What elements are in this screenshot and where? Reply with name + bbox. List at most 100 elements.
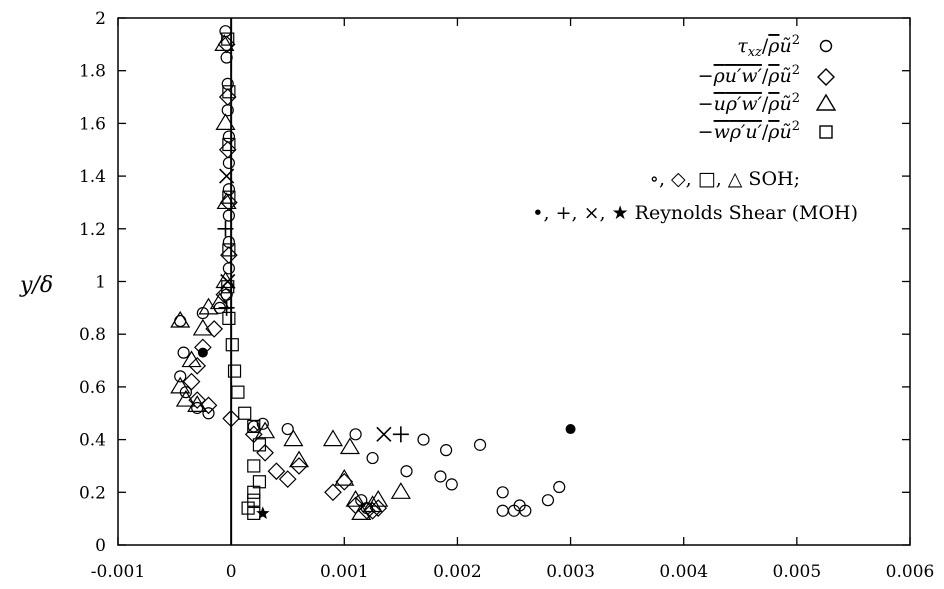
- data-point-circle: [177, 346, 190, 359]
- data-point-circle: [202, 407, 215, 420]
- data-point-diamond: [267, 462, 286, 481]
- data-point-diamond: [220, 193, 238, 212]
- data-point-circle: [519, 504, 532, 517]
- y-tick-label: 0.8: [79, 325, 106, 345]
- data-point-circle: [445, 478, 458, 491]
- data-point-diamond: [188, 356, 207, 375]
- data-point-circle: [400, 465, 413, 478]
- x-tick-label: 0.004: [659, 562, 708, 582]
- data-point-circle: [496, 504, 509, 517]
- data-point-circle: [281, 422, 294, 436]
- data-point-diamond: [363, 501, 382, 520]
- x-tick-label: 0.003: [546, 562, 595, 582]
- data-point-dot: [197, 347, 208, 358]
- legend-note-moh: •, +, ×, ★ Reynolds Shear (MOH): [532, 202, 858, 224]
- data-point-circle: [174, 370, 187, 383]
- data-point-circle: [222, 156, 235, 170]
- y-tick-label: 1.8: [79, 62, 106, 82]
- data-point-plus: [392, 426, 409, 443]
- y-tick-label: 1.6: [79, 114, 106, 134]
- data-point-square: [222, 243, 236, 257]
- data-point-diamond: [199, 396, 218, 415]
- legend-marker-diamond: [817, 68, 835, 86]
- data-point-diamond: [256, 443, 274, 462]
- series-plus: [217, 220, 409, 443]
- x-tick-label: 0.005: [773, 562, 822, 582]
- tick-labels: -0.001 0 0.001 0.002 0.003 0.004 0.005 0.006 0 0.…: [79, 9, 934, 582]
- data-point-triangle: [170, 376, 191, 394]
- data-point-diamond: [182, 372, 201, 391]
- y-tick-label: 1.2: [79, 220, 106, 240]
- legend-marker-triangle: [815, 93, 837, 111]
- data-point-diamond: [218, 140, 237, 159]
- data-point-square: [247, 493, 261, 507]
- data-point-circle: [434, 470, 447, 483]
- data-point-circle: [473, 438, 487, 451]
- series-square: [221, 32, 267, 520]
- data-point-triangle: [362, 495, 383, 513]
- data-point-plus: [217, 220, 234, 237]
- data-point-cross: [376, 426, 392, 442]
- data-point-triangle: [216, 192, 237, 210]
- data-point-circle: [366, 451, 379, 465]
- data-point-square: [252, 438, 267, 452]
- data-point-triangle: [175, 389, 196, 407]
- data-point-diamond: [369, 499, 388, 517]
- data-point-diamond: [215, 285, 234, 304]
- data-point-square: [222, 85, 236, 99]
- data-point-triangle: [170, 310, 191, 328]
- data-point-dot: [565, 424, 576, 435]
- legend-entry-shear-stress: τxz/ρũ2: [737, 33, 833, 60]
- data-point-triangle: [214, 34, 235, 51]
- data-point-triangle: [215, 113, 236, 130]
- data-point-diamond: [335, 472, 354, 491]
- data-point-circle: [417, 433, 430, 446]
- data-point-triangle: [390, 482, 411, 499]
- data-point-square: [222, 137, 236, 152]
- legend-label-reynolds-stress: −ρu′w′/ρũ2: [698, 63, 800, 87]
- data-point-triangle: [187, 395, 208, 412]
- series-diamond: [182, 35, 388, 520]
- data-point-square: [225, 338, 239, 352]
- data-point-triangle: [181, 350, 202, 368]
- y-tick-label: 1: [95, 273, 106, 293]
- data-point-circle: [541, 494, 555, 507]
- data-point-square: [222, 311, 236, 325]
- legend-label-mass-flux-u: −wρ′u′/ρũ2: [698, 119, 800, 143]
- x-tick-label: 0: [226, 562, 237, 582]
- data-point-circle: [222, 235, 235, 249]
- data-point-circle: [222, 130, 235, 143]
- series-cross: [219, 168, 392, 442]
- legend-label-mass-flux-w: −uρ′w′/ρũ2: [698, 91, 800, 115]
- series-dot: [197, 347, 576, 435]
- data-point-cross: [219, 168, 235, 184]
- data-point-circle: [222, 209, 235, 222]
- data-point-square: [247, 459, 261, 473]
- data-point-circle: [222, 183, 235, 196]
- data-point-triangle: [283, 429, 304, 447]
- data-point-triangle: [334, 468, 355, 486]
- data-point-diamond: [188, 391, 207, 409]
- data-point-triangle: [288, 450, 310, 468]
- data-point-plus: [218, 299, 235, 316]
- data-point-star: [256, 506, 270, 519]
- data-point-square: [222, 190, 236, 204]
- data-point-circle: [256, 417, 269, 430]
- legend: τxz/ρũ2 −ρu′w′/ρũ2 −uρ′w′/ρũ2 −wρ′u′/ρũ2…: [532, 33, 858, 224]
- data-point-diamond: [324, 483, 342, 502]
- data-point-circle: [174, 314, 187, 328]
- data-point-circle: [440, 444, 453, 457]
- data-points: [170, 25, 576, 520]
- data-point-circle: [349, 428, 362, 441]
- data-point-diamond: [218, 88, 237, 106]
- y-tick-label: 0: [95, 536, 106, 556]
- data-point-square: [231, 385, 245, 399]
- x-tick-label: 0.006: [886, 562, 935, 582]
- y-tick-label: 0.6: [79, 378, 106, 398]
- legend-entry-mass-flux-w: −uρ′w′/ρũ2: [698, 91, 837, 115]
- data-point-square: [227, 364, 242, 378]
- data-point-diamond: [205, 320, 224, 338]
- data-point-square: [247, 419, 261, 434]
- data-point-diamond: [220, 246, 238, 264]
